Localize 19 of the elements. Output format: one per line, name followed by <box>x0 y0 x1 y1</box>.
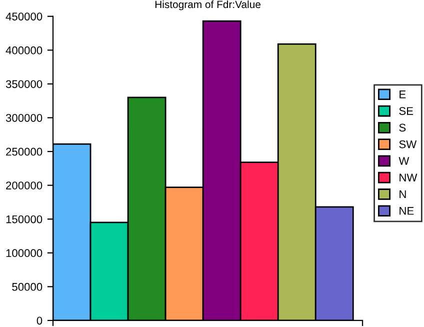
y-tick-label: 150000 <box>6 215 42 224</box>
legend-label: S <box>399 124 406 132</box>
legend-label: SE <box>399 107 414 115</box>
y-tick-label: 250000 <box>6 148 42 156</box>
legend-label: N <box>400 190 406 198</box>
y-tick-label: 300000 <box>6 114 42 122</box>
legend-label: E <box>400 90 406 98</box>
legend-label: NW <box>400 174 418 182</box>
y-tick-label: 0 <box>36 316 42 325</box>
y-tick-label: 350000 <box>6 80 42 88</box>
chart-title: Histogram of Fdr:Value <box>155 0 260 10</box>
y-tick-label: 100000 <box>6 249 42 258</box>
legend-label: NE <box>400 207 414 215</box>
legend-label: SW <box>399 140 417 148</box>
y-tick-label: 400000 <box>6 46 42 54</box>
legend-label: W <box>398 157 410 165</box>
y-tick-label: 450000 <box>6 12 42 20</box>
y-tick-label: 200000 <box>6 182 42 190</box>
y-tick-label: 50000 <box>12 282 42 291</box>
